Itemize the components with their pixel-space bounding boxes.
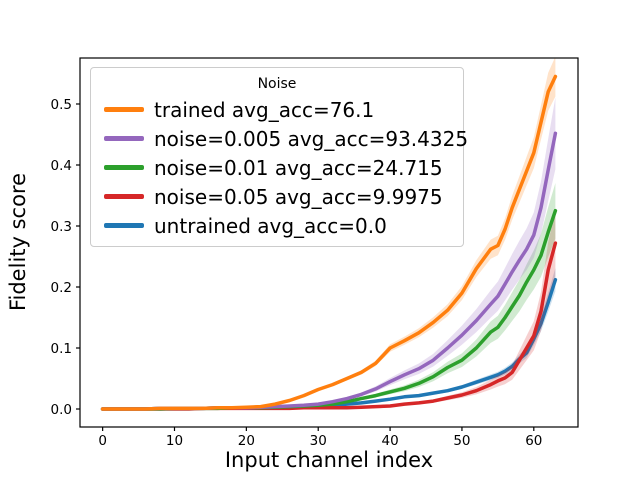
- legend-swatch-untrained: [104, 223, 144, 228]
- x-tick-label: 50: [453, 433, 470, 449]
- y-tick-label: 0.5: [51, 97, 72, 113]
- x-tick-label: 0: [98, 433, 107, 449]
- x-axis-label: Input channel index: [225, 448, 433, 472]
- legend-swatch-noise-0.01: [104, 165, 144, 170]
- axis-ticks: 0 10 20 30 40 50 60 0.0 0.1 0.2 0.3 0.4 0.5: [51, 97, 543, 449]
- x-tick-label: 40: [381, 433, 398, 449]
- x-tick-label: 20: [238, 433, 255, 449]
- legend-item-noise-0.005: noise=0.005 avg_acc=93.4325: [91, 124, 468, 153]
- y-tick-label: 0.4: [51, 158, 72, 174]
- y-tick-label: 0.0: [51, 402, 72, 418]
- x-tick-label: 60: [525, 433, 542, 449]
- legend-swatch-noise-0.005: [104, 136, 144, 141]
- y-tick-label: 0.2: [51, 280, 72, 296]
- legend-swatch-trained: [104, 107, 144, 112]
- legend-title: Noise: [257, 76, 297, 92]
- legend-label-noise-0.01: noise=0.01 avg_acc=24.715: [154, 155, 443, 180]
- axes-frame: [79, 57, 579, 428]
- x-tick-label: 30: [310, 433, 327, 449]
- legend-item-untrained: untrained avg_acc=0.0: [91, 211, 463, 240]
- legend-item-trained: trained avg_acc=76.1: [91, 95, 463, 124]
- y-axis-label: Fidelity score: [6, 173, 30, 311]
- y-tick-label: 0.3: [51, 219, 72, 235]
- series-line-trained: [100, 74, 558, 411]
- legend-item-noise-0.01: noise=0.01 avg_acc=24.715: [91, 153, 463, 182]
- y-tick-label: 0.1: [51, 341, 72, 357]
- legend-label-untrained: untrained avg_acc=0.0: [154, 213, 387, 238]
- x-tick-label: 10: [166, 433, 183, 449]
- legend-rows: trained avg_acc=76.1 noise=0.005 avg_acc=…: [91, 95, 468, 240]
- legend-swatch-noise-0.05: [104, 194, 144, 199]
- legend-label-trained: trained avg_acc=76.1: [154, 97, 375, 122]
- legend-label-noise-0.005: noise=0.005 avg_acc=93.4325: [154, 126, 469, 151]
- legend-item-noise-0.05: noise=0.05 avg_acc=9.9975: [91, 182, 463, 211]
- legend: Noise trained avg_acc=76.1 noise=0.005 av…: [90, 67, 468, 247]
- legend-label-noise-0.05: noise=0.05 avg_acc=9.9975: [154, 184, 443, 209]
- series-layer: [100, 58, 558, 411]
